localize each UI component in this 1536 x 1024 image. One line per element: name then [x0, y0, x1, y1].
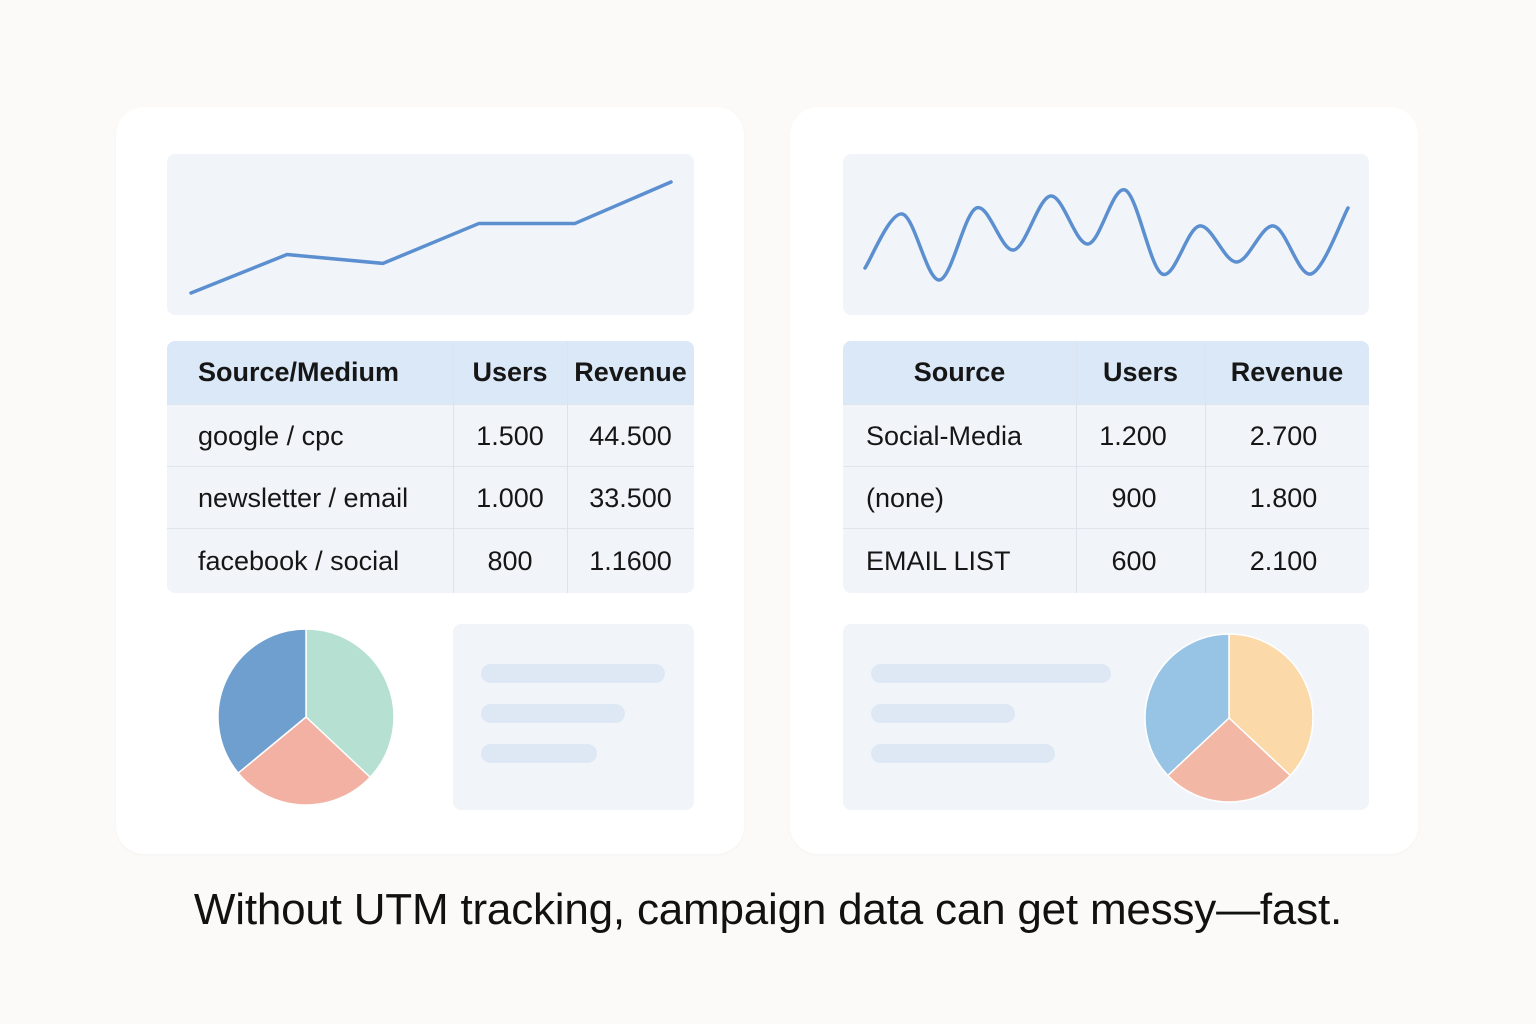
- cell-source: (none): [866, 482, 945, 513]
- cell-source: newsletter / email: [198, 482, 409, 513]
- text-placeholder-card: [453, 624, 694, 810]
- cell-users: 1.000: [476, 482, 544, 513]
- cell-revenue: 33.500: [589, 482, 672, 513]
- cell-revenue: 1.800: [1249, 482, 1318, 513]
- text-placeholder-line: [481, 744, 597, 763]
- table-row: EMAIL LIST 600 2.100: [843, 528, 1369, 593]
- text-placeholder-line: [871, 704, 1015, 723]
- table-row: Social-Media 1.200 2.700: [843, 404, 1369, 467]
- cell-users: 900: [1111, 482, 1157, 513]
- line-chart: [189, 180, 673, 295]
- text-placeholder-card: [843, 624, 1369, 810]
- series-line: [189, 180, 673, 295]
- table-row: (none) 900 1.800: [843, 466, 1369, 529]
- cell-revenue: 2.100: [1249, 546, 1318, 576]
- pie-slice-2: [237, 716, 372, 806]
- cell-source: facebook / social: [198, 546, 400, 576]
- pie-chart: [217, 628, 395, 806]
- pie-slice-1: [1228, 633, 1314, 777]
- table-header-row: Source/Medium Users Revenue: [167, 341, 694, 404]
- cell-source: Social-Media: [866, 420, 1023, 451]
- cell-source: google / cpc: [198, 420, 344, 451]
- cell-revenue: 2.700: [1249, 420, 1318, 451]
- pie-slice-3: [1144, 633, 1230, 777]
- cell-revenue: 1.1600: [589, 546, 672, 576]
- column-divider: [567, 341, 568, 593]
- header-source-medium: Source/Medium: [198, 357, 400, 387]
- pie-slice-2: [1166, 716, 1292, 803]
- header-users: Users: [1102, 357, 1179, 387]
- pie-chart: [1144, 633, 1314, 803]
- cell-users: 1.200: [1099, 420, 1167, 451]
- cell-revenue: 44.500: [589, 420, 672, 451]
- source-table: Source Users Revenue Social-Media 1.200 …: [843, 341, 1369, 593]
- text-placeholder-line: [481, 704, 625, 723]
- caption: Without UTM tracking, campaign data can …: [193, 885, 1343, 934]
- column-divider: [1076, 341, 1077, 593]
- source-medium-table: Source/Medium Users Revenue google / cpc…: [167, 341, 694, 593]
- untracked-dashboard-panel: Source Users Revenue Social-Media 1.200 …: [790, 107, 1418, 854]
- cell-source: EMAIL LIST: [866, 546, 1011, 576]
- pie-slice-1: [305, 628, 395, 779]
- cell-users: 800: [487, 546, 533, 576]
- tracked-dashboard-panel: Source/Medium Users Revenue google / cpc…: [116, 107, 744, 854]
- line-chart-card: [167, 154, 694, 315]
- table-header-row: Source Users Revenue: [843, 341, 1369, 404]
- header-users: Users: [472, 357, 548, 387]
- text-placeholder-line: [481, 664, 665, 683]
- cell-users: 1.500: [476, 420, 544, 451]
- header-source: Source: [913, 357, 1006, 387]
- header-revenue: Revenue: [1230, 357, 1344, 387]
- cell-users: 600: [1111, 546, 1157, 576]
- line-chart-card: [843, 154, 1369, 315]
- table-row: google / cpc 1.500 44.500: [167, 404, 694, 467]
- series-line: [863, 188, 1350, 282]
- table-row: facebook / social 800 1.1600: [167, 528, 694, 593]
- column-divider: [1205, 341, 1206, 593]
- column-divider: [453, 341, 454, 593]
- header-revenue: Revenue: [574, 357, 687, 387]
- text-placeholder-line: [871, 744, 1055, 763]
- line-chart: [863, 188, 1350, 282]
- table-row: newsletter / email 1.000 33.500: [167, 466, 694, 529]
- text-placeholder-line: [871, 664, 1111, 683]
- pie-slice-3: [217, 628, 307, 775]
